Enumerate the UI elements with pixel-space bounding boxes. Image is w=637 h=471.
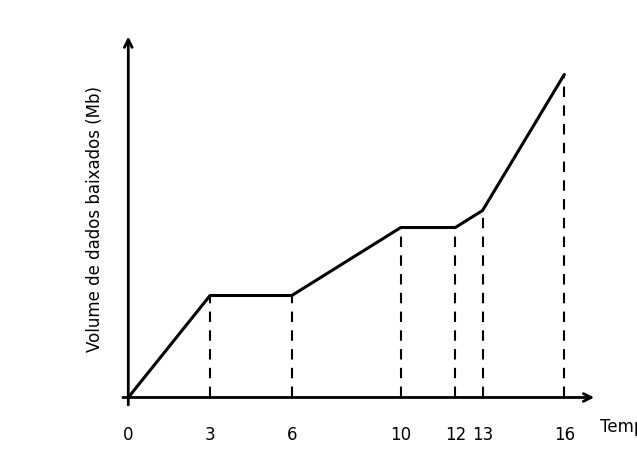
Text: Tempo (s): Tempo (s) — [599, 418, 637, 436]
Y-axis label: Volume de dados baixados (Mb): Volume de dados baixados (Mb) — [85, 86, 104, 352]
